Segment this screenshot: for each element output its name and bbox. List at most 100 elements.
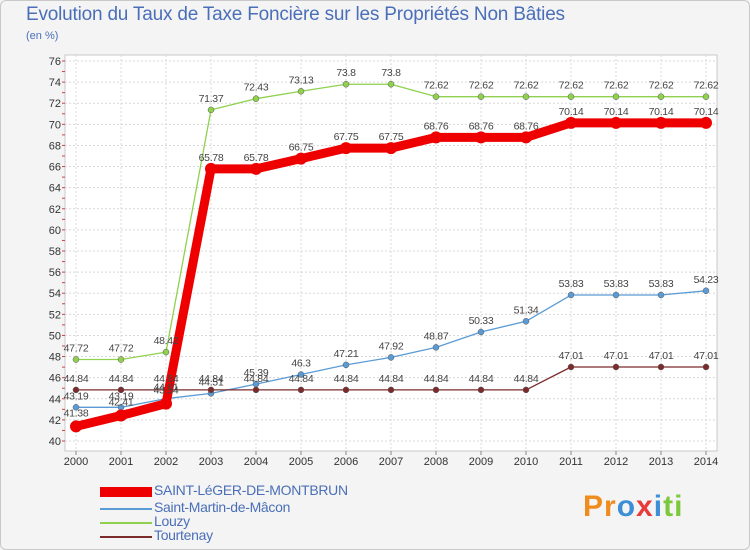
data-point — [115, 409, 127, 422]
legend-swatch-louzy — [100, 522, 152, 524]
data-label: 67.75 — [334, 131, 359, 143]
y-tick-label: 56 — [49, 267, 61, 279]
data-label: 47.01 — [694, 350, 719, 362]
data-point — [567, 93, 575, 100]
data-label: 47.72 — [64, 343, 89, 355]
data-label: 66.75 — [289, 142, 314, 154]
legend: SAINT-LéGER-DE-MONTBRUN Saint-Martin-de-… — [100, 482, 480, 545]
data-point — [205, 162, 217, 175]
data-point — [657, 93, 665, 100]
data-label: 48.87 — [424, 330, 449, 342]
data-label: 44.84 — [154, 373, 179, 385]
legend-swatch-saint-leger — [100, 487, 152, 497]
logo-letter: o — [616, 490, 637, 523]
y-tick-label: 62 — [49, 204, 61, 216]
y-tick-label: 76 — [49, 56, 61, 68]
data-point — [610, 116, 622, 129]
data-point — [252, 386, 260, 394]
data-point — [477, 328, 485, 336]
data-point — [702, 363, 710, 371]
data-label: 72.43 — [244, 82, 269, 94]
data-label: 72.62 — [649, 80, 674, 92]
data-point — [477, 93, 485, 100]
y-tick-label: 52 — [49, 309, 61, 321]
data-label: 68.76 — [469, 120, 494, 132]
data-label: 70.14 — [604, 106, 629, 118]
legend-item-saint-leger: SAINT-LéGER-DE-MONTBRUN — [100, 482, 480, 500]
data-point — [342, 386, 350, 394]
data-label: 50.33 — [469, 315, 494, 327]
y-tick-label: 68 — [49, 140, 61, 152]
x-tick-label: 2013 — [649, 456, 673, 468]
data-point — [160, 397, 172, 410]
logo-letter: i — [674, 490, 684, 523]
data-point — [657, 291, 665, 299]
data-label: 73.8 — [381, 67, 401, 79]
data-point — [612, 291, 620, 299]
data-label: 44.84 — [289, 373, 314, 385]
y-tick-label: 64 — [49, 183, 61, 195]
data-point — [340, 142, 352, 155]
data-point — [295, 152, 307, 165]
data-label: 65.78 — [199, 152, 224, 164]
y-tick-label: 40 — [49, 436, 61, 448]
x-tick-label: 2008 — [424, 456, 448, 468]
y-tick-label: 44 — [49, 394, 61, 406]
data-point — [657, 363, 665, 371]
data-point — [387, 80, 395, 88]
data-point — [565, 116, 577, 129]
y-tick-label: 42 — [49, 415, 61, 427]
y-tick-label: 46 — [49, 373, 61, 385]
y-tick-label: 58 — [49, 246, 61, 258]
y-tick-label: 54 — [49, 288, 61, 300]
data-label: 54.23 — [694, 274, 719, 286]
data-point — [702, 93, 710, 100]
legend-label-saint-martin: Saint-Martin-de-Mâcon — [154, 499, 291, 515]
y-tick-label: 74 — [49, 77, 61, 89]
x-tick-label: 2011 — [559, 456, 583, 468]
data-point — [72, 356, 80, 363]
x-tick-label: 2005 — [289, 456, 313, 468]
data-label: 47.72 — [109, 343, 134, 355]
x-tick-label: 2000 — [64, 456, 88, 468]
data-point — [72, 404, 80, 411]
legend-label-tourtenay: Tourtenay — [154, 527, 213, 543]
data-label: 72.62 — [424, 80, 449, 92]
data-point — [117, 386, 125, 394]
data-point — [430, 131, 442, 144]
y-tick-label: 48 — [49, 352, 61, 364]
data-point — [567, 291, 575, 299]
data-label: 44.84 — [424, 373, 449, 385]
data-label: 44.84 — [244, 373, 269, 385]
legend-item-louzy: Louzy — [100, 513, 480, 531]
data-label: 73.8 — [336, 67, 356, 79]
data-point — [385, 142, 397, 155]
data-label: 72.62 — [514, 80, 539, 92]
data-point — [432, 386, 440, 394]
chart-title: Evolution du Taux de Taxe Foncière sur l… — [26, 4, 565, 25]
legend-swatch-tourtenay — [100, 536, 152, 538]
data-point — [477, 386, 485, 394]
data-label: 43.19 — [64, 390, 89, 402]
y-tick-label: 50 — [49, 330, 61, 342]
data-label: 42.41 — [109, 397, 134, 409]
data-label: 53.83 — [649, 278, 674, 290]
data-point — [117, 356, 125, 363]
data-label: 70.14 — [694, 106, 719, 118]
data-label: 43.54 — [154, 385, 179, 397]
data-point — [522, 93, 530, 100]
x-tick-label: 2012 — [604, 456, 628, 468]
legend-label-saint-leger: SAINT-LéGER-DE-MONTBRUN — [154, 482, 348, 498]
data-label: 44.84 — [334, 373, 359, 385]
x-tick-label: 2004 — [244, 456, 268, 468]
data-point — [700, 116, 712, 129]
data-label: 44.84 — [64, 373, 89, 385]
x-tick-label: 2003 — [199, 456, 223, 468]
data-label: 51.34 — [514, 304, 539, 316]
data-point — [297, 386, 305, 394]
data-label: 44.84 — [514, 373, 539, 385]
data-point — [522, 318, 530, 325]
x-tick-label: 2001 — [109, 456, 133, 468]
data-label: 70.14 — [559, 106, 584, 118]
